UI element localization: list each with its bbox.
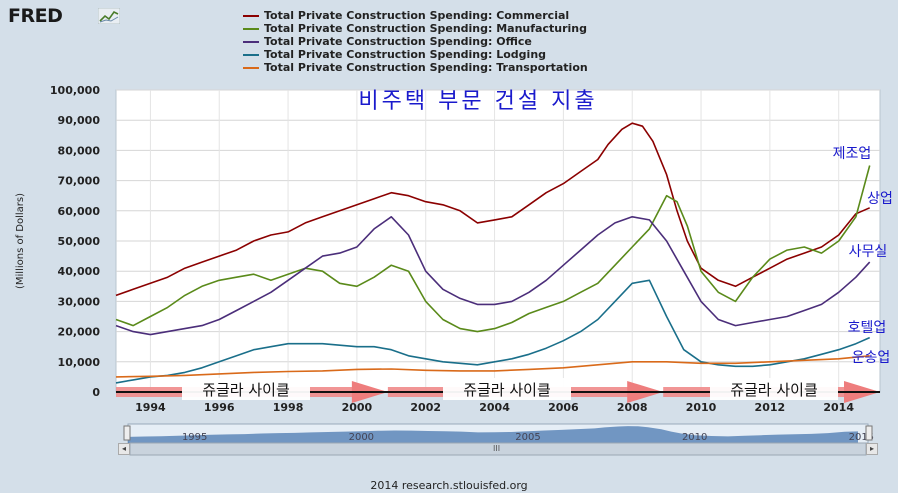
chart-legend: Total Private Construction Spending: Com… bbox=[243, 9, 588, 74]
legend-label: Total Private Construction Spending: Tra… bbox=[264, 61, 588, 74]
korean-title-annotation: 비주택 부문 건설 지출 bbox=[358, 89, 597, 114]
legend-swatch bbox=[243, 27, 259, 30]
series-line-commercial bbox=[115, 122, 871, 297]
legend-label: Total Private Construction Spending: Com… bbox=[264, 9, 570, 22]
cycle-label-1: 쥬글라 사이클 bbox=[182, 378, 310, 400]
x-tick-label: 1996 bbox=[204, 401, 235, 414]
scroll-left-button[interactable]: ◂ bbox=[118, 443, 130, 455]
y-tick-label: 10,000 bbox=[58, 356, 101, 369]
series-line-office bbox=[115, 216, 871, 336]
navigator-series-area bbox=[128, 426, 858, 443]
footer-source: 2014 research.stlouisfed.org bbox=[370, 479, 528, 492]
legend-item-office: Total Private Construction Spending: Off… bbox=[243, 35, 588, 48]
x-tick-label: 2002 bbox=[410, 401, 441, 414]
x-tick-label: 2000 bbox=[342, 401, 373, 414]
x-tick-label: 1994 bbox=[135, 401, 166, 414]
navigator-tick-label: 2010 bbox=[682, 432, 707, 443]
x-tick-label: 2004 bbox=[479, 401, 510, 414]
legend-swatch bbox=[243, 66, 259, 69]
series-label-transportation: 운송업 bbox=[852, 350, 891, 366]
scroll-right-button[interactable]: ▸ bbox=[866, 443, 878, 455]
y-tick-label: 40,000 bbox=[58, 265, 101, 278]
series-label-manufacturing: 제조업 bbox=[833, 146, 872, 162]
legend-label: Total Private Construction Spending: Man… bbox=[264, 22, 587, 35]
navigator-tick-label: 2000 bbox=[349, 432, 374, 443]
navigator-left-handle bbox=[123, 425, 131, 441]
cycle-label-box bbox=[443, 378, 571, 400]
fred-logo: FRED bbox=[8, 5, 63, 27]
navigator-right-handle bbox=[865, 425, 873, 441]
y-tick-label: 100,000 bbox=[50, 84, 100, 97]
legend-item-transportation: Total Private Construction Spending: Tra… bbox=[243, 61, 588, 74]
y-tick-label: 70,000 bbox=[58, 175, 101, 188]
x-tick-label: 1998 bbox=[273, 401, 304, 414]
legend-swatch bbox=[243, 53, 259, 56]
cycle-label-text: 쥬글라 사이클 bbox=[463, 381, 551, 399]
trend-chart-icon bbox=[98, 8, 120, 24]
y-tick-label: 60,000 bbox=[58, 205, 101, 218]
series-line-lodging bbox=[115, 279, 871, 384]
series-line-manufacturing bbox=[115, 165, 871, 333]
legend-item-lodging: Total Private Construction Spending: Lod… bbox=[243, 48, 588, 61]
navigator-tick-label: 2005 bbox=[515, 432, 540, 443]
y-tick-label: 30,000 bbox=[58, 295, 101, 308]
cycle-label-box bbox=[710, 378, 838, 400]
series-label-lodging: 호텔업 bbox=[848, 320, 887, 336]
y-tick-label: 50,000 bbox=[58, 235, 101, 248]
cycle-label-text: 쥬글라 사이클 bbox=[202, 381, 290, 399]
cycle-label-3: 쥬글라 사이클 bbox=[710, 378, 838, 400]
y-tick-label: 80,000 bbox=[58, 144, 101, 157]
series-label-commercial: 상업 bbox=[867, 191, 893, 207]
legend-label: Total Private Construction Spending: Lod… bbox=[264, 48, 547, 61]
y-axis-title: (Millions of Dollars) bbox=[15, 193, 26, 289]
navigator-tick-label: 2015 bbox=[849, 432, 874, 443]
x-tick-label: 2008 bbox=[617, 401, 648, 414]
navigator-tick-label: 1995 bbox=[182, 432, 207, 443]
legend-swatch bbox=[243, 14, 259, 17]
y-tick-label: 0 bbox=[92, 386, 100, 399]
series-label-office: 사무실 bbox=[849, 244, 888, 260]
scroll-thumb-grip[interactable]: III bbox=[493, 444, 501, 453]
x-tick-label: 2010 bbox=[686, 401, 717, 414]
legend-item-commercial: Total Private Construction Spending: Com… bbox=[243, 9, 588, 22]
series-line-transportation bbox=[115, 355, 870, 378]
legend-item-manufacturing: Total Private Construction Spending: Man… bbox=[243, 22, 588, 35]
legend-label: Total Private Construction Spending: Off… bbox=[264, 35, 532, 48]
x-tick-label: 2006 bbox=[548, 401, 579, 414]
legend-swatch bbox=[243, 40, 259, 43]
y-tick-label: 20,000 bbox=[58, 326, 101, 339]
y-tick-label: 90,000 bbox=[58, 114, 101, 127]
x-tick-label: 2012 bbox=[755, 401, 786, 414]
cycle-label-box bbox=[182, 378, 310, 400]
cycle-label-2: 쥬글라 사이클 bbox=[443, 378, 571, 400]
x-tick-label: 2014 bbox=[823, 401, 854, 414]
cycle-label-text: 쥬글라 사이클 bbox=[730, 381, 818, 399]
